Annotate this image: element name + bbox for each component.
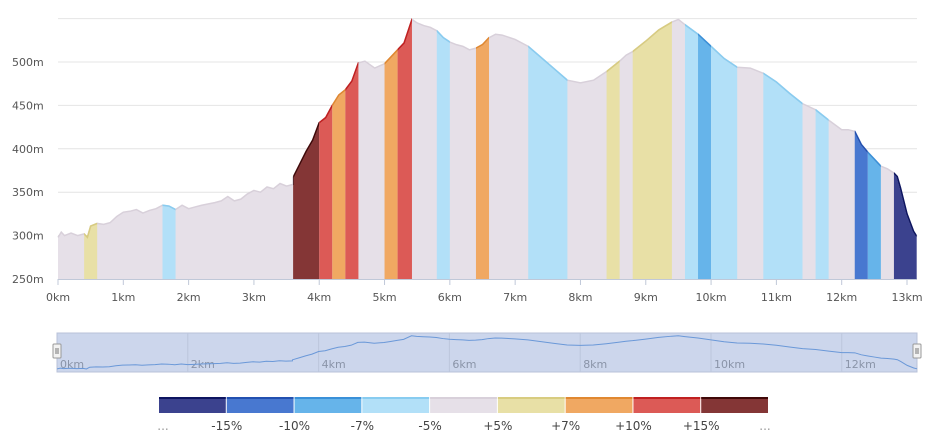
legend-label: ... — [759, 419, 770, 433]
x-tick-label: 1km — [111, 291, 135, 304]
gradient-band — [293, 19, 320, 279]
x-tick-label: 2km — [177, 291, 201, 304]
legend-swatch-border — [497, 397, 565, 399]
gradient-band — [436, 19, 450, 279]
gradient-band — [815, 19, 829, 279]
legend-label: ... — [157, 419, 168, 433]
navigator-tick-label: 4km — [322, 358, 346, 371]
navigator[interactable]: 0km 2km 4km 6km 8km 10km 12km — [52, 332, 922, 373]
navigator-tick-label: 6km — [452, 358, 476, 371]
y-axis: 250m 300m 350m 400m 450m 500m — [12, 56, 44, 286]
gradient-legend: ... -15% -10% -7% -5% +5% +7% +10% +15%... — [157, 397, 771, 433]
legend-swatch-border — [701, 397, 768, 399]
navigator-tick-label: 12km — [845, 358, 876, 371]
x-tick-label: 11km — [761, 291, 792, 304]
y-tick-label: 450m — [12, 99, 44, 112]
navigator-series — [56, 335, 918, 370]
gradient-band — [332, 19, 346, 279]
navigator-handle-right[interactable] — [912, 343, 922, 359]
x-tick-label: 4km — [307, 291, 331, 304]
legend-label: +10% — [615, 419, 652, 433]
x-tick-label: 5km — [372, 291, 396, 304]
profile-line-segment — [763, 72, 803, 105]
x-tick-label: 6km — [438, 291, 462, 304]
gradient-band — [528, 19, 568, 279]
profile-line-segment — [162, 204, 176, 211]
legend-swatch-border — [430, 397, 497, 399]
profile-line-segment — [397, 18, 412, 52]
y-tick-label: 500m — [12, 56, 44, 69]
gradient-band — [397, 19, 412, 279]
legend-label: +7% — [551, 419, 580, 433]
navigator-tick-label: 0km — [60, 358, 84, 371]
x-tick-label: 7km — [503, 291, 527, 304]
legend-swatch — [701, 397, 768, 413]
x-axis: 0km 1km 2km 3km 4km 5km 6km 7km 8km 9km 10km 11km 12… — [46, 279, 923, 304]
legend-swatch — [497, 397, 565, 413]
y-tick-label: 400m — [12, 143, 44, 156]
navigator-tick-label: 2km — [191, 358, 215, 371]
legend-label: -5% — [418, 419, 441, 433]
legend-swatch-border — [226, 397, 294, 399]
legend-swatch — [633, 397, 701, 413]
x-tick-label: 10km — [696, 291, 727, 304]
gradient-band — [854, 19, 868, 279]
x-tick-label: 0km — [46, 291, 70, 304]
gradient-band — [84, 19, 98, 279]
legend-label: -15% — [211, 419, 242, 433]
legend-label: +5% — [483, 419, 512, 433]
navigator-tick-label: 10km — [714, 358, 745, 371]
gradient-band — [632, 19, 672, 279]
legend-swatch-border — [362, 397, 430, 399]
legend-swatch — [565, 397, 633, 413]
legend-label: -7% — [351, 419, 374, 433]
legend-swatch-border — [565, 397, 633, 399]
navigator-tick-label: 8km — [583, 358, 607, 371]
legend-label: -10% — [279, 419, 310, 433]
gradient-band — [475, 19, 490, 279]
legend-label: +15% — [683, 419, 720, 433]
x-tick-label: 8km — [568, 291, 592, 304]
gradient-band — [711, 19, 738, 279]
x-tick-label: 9km — [634, 291, 658, 304]
handle-body — [912, 343, 922, 359]
profile-line — [57, 18, 918, 239]
gradient-band — [893, 19, 917, 279]
gradient-band — [319, 19, 333, 279]
x-tick-label: 12km — [826, 291, 857, 304]
gradient-bands — [58, 19, 917, 279]
gradient-band — [698, 19, 712, 279]
legend-swatch-border — [633, 397, 701, 399]
legend-swatch — [362, 397, 430, 413]
gradient-band — [162, 19, 176, 279]
gradient-band — [606, 19, 620, 279]
legend-swatch — [430, 397, 497, 413]
navigator-handle-left[interactable] — [52, 343, 62, 359]
legend-swatch-border — [294, 397, 362, 399]
x-tick-label: 13km — [891, 291, 922, 304]
gradient-band — [684, 19, 699, 279]
gradient-band — [345, 19, 359, 279]
y-tick-label: 250m — [12, 273, 44, 286]
legend-swatch — [159, 397, 226, 413]
gradient-band — [763, 19, 803, 279]
x-tick-label: 3km — [242, 291, 266, 304]
gradient-band — [384, 19, 398, 279]
handle-body — [52, 343, 62, 359]
legend-swatch — [226, 397, 294, 413]
legend-swatch — [294, 397, 362, 413]
gradient-band — [867, 19, 881, 279]
y-tick-label: 350m — [12, 186, 44, 199]
legend-swatch-border — [159, 397, 226, 399]
y-tick-label: 300m — [12, 230, 44, 243]
